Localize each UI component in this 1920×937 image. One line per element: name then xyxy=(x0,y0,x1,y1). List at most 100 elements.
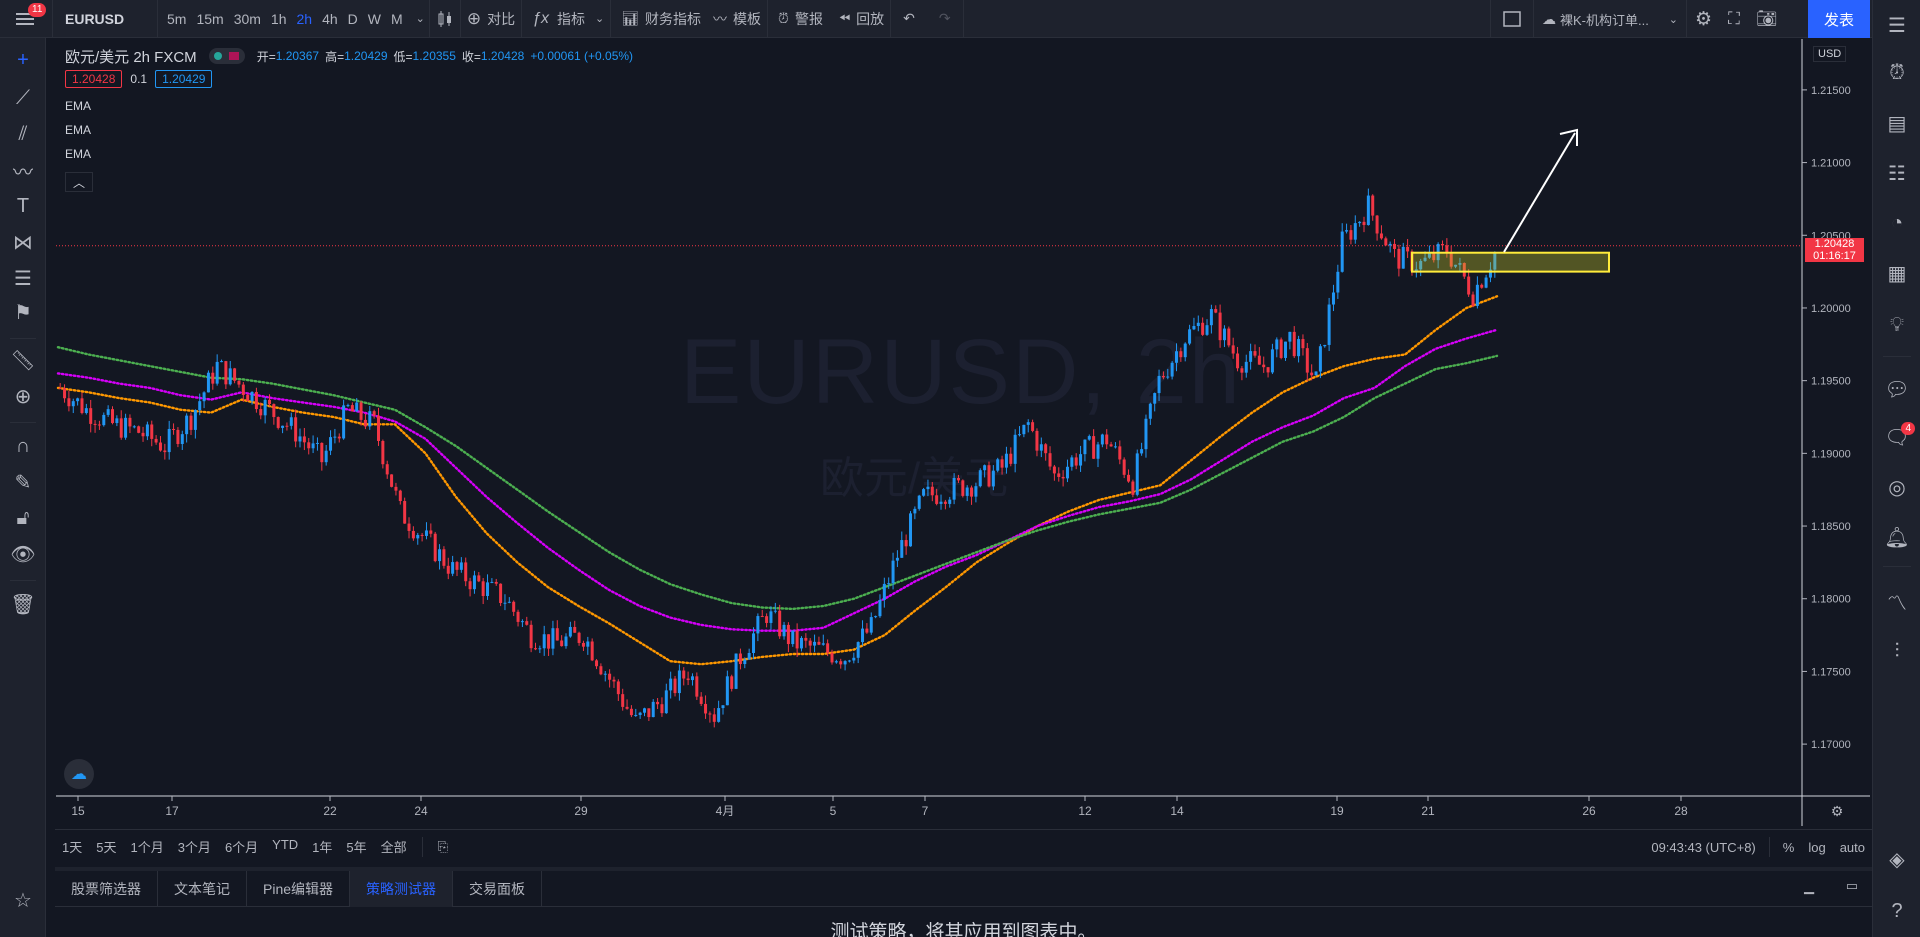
bottom-tab[interactable]: 文本笔记 xyxy=(158,870,247,907)
range-button[interactable]: 1年 xyxy=(312,840,333,855)
ideas-button[interactable]: 💡︎ xyxy=(1873,308,1920,342)
bottom-tab[interactable]: Pine编辑器 xyxy=(247,870,351,907)
templates-button[interactable]: 〰 模板 xyxy=(713,10,762,27)
range-button[interactable]: YTD xyxy=(272,837,299,852)
price-chart[interactable]: 1.215001.210001.205001.200001.195001.190… xyxy=(0,0,1920,826)
range-button[interactable]: 5年 xyxy=(346,840,367,855)
tradingview-logo[interactable]: ☁︎ xyxy=(64,759,94,789)
collapse-legend-button[interactable]: ︿ xyxy=(65,172,93,192)
range-button[interactable]: 3个月 xyxy=(177,840,211,855)
clock[interactable]: 09:43:43 (UTC+8) xyxy=(1651,839,1756,855)
interval-w[interactable]: W xyxy=(367,10,381,27)
ema-indicator-label[interactable]: EMA xyxy=(65,123,92,137)
order-panel-button[interactable]: ⫶ xyxy=(1873,634,1920,668)
data-window-button[interactable]: ▤ xyxy=(1873,106,1920,140)
bottom-tab[interactable]: 交易面板 xyxy=(453,870,543,907)
range-button[interactable]: 6个月 xyxy=(224,840,259,855)
fib-tool[interactable]: ⫽ xyxy=(0,118,46,150)
magnet-tool[interactable]: ∩ xyxy=(0,430,46,462)
ema-indicator-label[interactable]: EMA xyxy=(65,147,92,161)
interval-1h[interactable]: 1h xyxy=(270,10,287,27)
undo-button[interactable]: ↶ xyxy=(891,0,927,38)
favorites-tool[interactable]: ☆ xyxy=(0,884,46,916)
highlight-zone-rectangle[interactable] xyxy=(1411,251,1610,273)
candle-body xyxy=(259,409,263,416)
watchlist-button[interactable]: ☰ xyxy=(1873,8,1920,42)
range-button[interactable]: 1个月 xyxy=(130,840,164,855)
financials-button[interactable]: 📊︎ 财务指标 xyxy=(621,10,702,27)
replay-button[interactable]: ⏪︎ 回放 xyxy=(838,10,885,27)
fullscreen-button[interactable]: ⛶ xyxy=(1720,0,1748,38)
symbol-search[interactable]: EURUSD xyxy=(65,10,125,27)
range-button[interactable]: 5天 xyxy=(96,840,117,855)
interval-d[interactable]: D xyxy=(347,10,358,27)
help-button[interactable]: ? xyxy=(1873,894,1920,928)
alert-button[interactable]: ⏰︎ 警报 xyxy=(778,10,823,27)
axis-settings-icon[interactable]: ⚙ xyxy=(1831,803,1844,819)
cloud-icon: ☁︎ xyxy=(1542,10,1556,27)
interval-4h[interactable]: 4h xyxy=(322,10,338,27)
news-button[interactable]: ☷ xyxy=(1873,156,1920,190)
crosshair-tool[interactable]: + xyxy=(0,44,46,76)
range-button[interactable]: 1天 xyxy=(62,840,83,855)
redo-button[interactable]: ↷ xyxy=(927,0,963,38)
text-tool[interactable]: T xyxy=(0,190,46,222)
indicators-button[interactable]: ƒx 指标 ⌄ xyxy=(532,9,605,27)
lock-tool[interactable]: 🔓︎ xyxy=(0,502,46,534)
chart-type-button[interactable] xyxy=(430,0,460,38)
publish-button[interactable]: 发表 xyxy=(1808,0,1870,38)
auto-scale-toggle[interactable]: auto xyxy=(1839,839,1865,855)
remove-drawings-tool[interactable]: 🗑︎ xyxy=(0,588,46,620)
currency-label[interactable]: USD xyxy=(1813,46,1847,62)
layout-select-button[interactable] xyxy=(1491,0,1533,38)
main-menu-button[interactable]: 11 xyxy=(0,0,52,38)
interval-15m[interactable]: 15m xyxy=(196,10,224,27)
saved-layout-button[interactable]: ☁︎ 裸K-机构订单... ⌄ xyxy=(1542,10,1678,28)
notifications-button[interactable]: 🔔︎ xyxy=(1873,520,1920,554)
zoom-tool[interactable]: ⊕ xyxy=(0,380,46,412)
compare-button[interactable]: ⊕ 对比 xyxy=(466,8,516,28)
interval-dropdown-icon[interactable]: ⌄ xyxy=(415,13,425,25)
candle-body xyxy=(499,583,503,604)
layers-button[interactable]: ◈ xyxy=(1873,842,1920,876)
percent-scale-toggle[interactable]: % xyxy=(1782,839,1795,855)
prediction-tool[interactable]: ☰ xyxy=(0,262,46,294)
bottom-tab[interactable]: 策略测试器 xyxy=(350,870,454,907)
buy-price-button[interactable]: 1.20429 xyxy=(155,70,213,88)
hide-drawings-tool[interactable]: 👁︎ xyxy=(0,538,46,570)
alerts-button[interactable]: ⏰︎ xyxy=(1873,56,1920,90)
hotlist-button[interactable]: ◔ xyxy=(1873,206,1920,240)
symbol-title[interactable]: 欧元/美元 2h FXCM xyxy=(65,48,197,66)
snapshot-button[interactable]: 📷︎ xyxy=(1748,0,1786,38)
projection-arrow-line[interactable] xyxy=(1503,132,1576,253)
log-scale-toggle[interactable]: log xyxy=(1808,839,1826,855)
messages-button[interactable]: 🗨︎ 4 xyxy=(1873,420,1920,454)
goto-date-button[interactable]: ⎘ xyxy=(431,839,455,855)
interval-2h[interactable]: 2h xyxy=(296,10,313,27)
bottom-tab[interactable]: 股票筛选器 xyxy=(55,870,158,907)
maximize-panel-button[interactable]: ▭ xyxy=(1845,878,1858,893)
interval-5m[interactable]: 5m xyxy=(167,10,187,27)
trend-line-tool[interactable]: ⟋ xyxy=(0,82,46,114)
sell-price-button[interactable]: 1.20428 xyxy=(65,70,123,88)
icons-tool[interactable]: ⚑ xyxy=(0,296,46,328)
candle-body xyxy=(71,401,75,407)
xabcd-tool[interactable]: ⋈ xyxy=(0,226,46,258)
streams-button[interactable]: ◎ xyxy=(1873,470,1920,504)
candle-body xyxy=(1384,238,1388,246)
chats-button[interactable]: 💬︎ xyxy=(1873,372,1920,406)
candle-body xyxy=(1039,444,1043,451)
ruler-tool[interactable]: 📏︎ xyxy=(0,344,46,376)
stay-drawing-tool[interactable]: ✎ xyxy=(0,466,46,498)
calendar-button[interactable]: ▦ xyxy=(1873,256,1920,290)
ema-indicator-label[interactable]: EMA xyxy=(65,99,92,113)
range-button[interactable]: 全部 xyxy=(380,840,407,855)
minimize-panel-button[interactable]: ▁ xyxy=(1804,879,1814,894)
trading-button[interactable]: 〽 xyxy=(1873,584,1920,618)
interval-30m[interactable]: 30m xyxy=(233,10,261,27)
pattern-tool[interactable]: 〰 xyxy=(0,154,46,186)
candle-body xyxy=(163,450,167,453)
market-status-toggle[interactable] xyxy=(208,48,245,64)
interval-m[interactable]: M xyxy=(391,10,403,27)
settings-button[interactable]: ⚙︎ xyxy=(1687,0,1720,38)
